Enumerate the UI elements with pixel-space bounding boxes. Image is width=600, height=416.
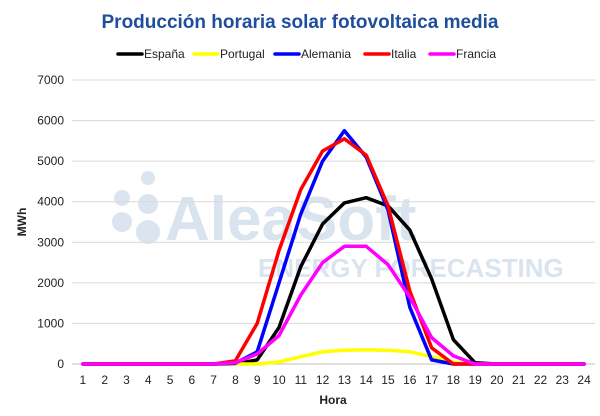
x-tick-label: 9: [254, 373, 261, 387]
x-tick-label: 20: [490, 373, 504, 387]
x-tick-label: 14: [360, 373, 374, 387]
x-tick-label: 15: [381, 373, 395, 387]
x-tick-label: 19: [468, 373, 482, 387]
y-tick-label: 6000: [37, 114, 64, 128]
x-tick-label: 24: [577, 373, 591, 387]
x-axis-ticks: 1 2 3 4 5 6 7 8 9 10 11 12 13 14 15 16 17 18 19 20 21 22 23 24: [80, 373, 592, 387]
legend-label: Alemania: [301, 47, 351, 61]
y-tick-label: 4000: [37, 195, 64, 209]
series-lines: [81, 128, 586, 366]
legend-label: España: [144, 47, 185, 61]
series-line-portugal: [81, 348, 586, 366]
x-tick-label: 18: [447, 373, 461, 387]
legend-label: Portugal: [220, 47, 265, 61]
y-axis-label: MWh: [15, 208, 29, 237]
x-tick-label: 8: [232, 373, 239, 387]
y-tick-label: 0: [57, 357, 64, 371]
y-tick-label: 3000: [37, 235, 64, 249]
x-tick-label: 23: [556, 373, 570, 387]
x-tick-label: 10: [272, 373, 286, 387]
x-tick-label: 2: [101, 373, 108, 387]
y-tick-label: 7000: [37, 73, 64, 87]
x-tick-label: 3: [123, 373, 130, 387]
x-tick-label: 5: [167, 373, 174, 387]
watermark-tagline: ENERGY FORECASTING: [258, 253, 564, 283]
watermark-dot: [138, 194, 158, 214]
y-axis-ticks: 0 1000 2000 3000 4000 5000 6000 7000: [37, 73, 64, 371]
chart-title: Producción horaria solar fotovoltaica me…: [102, 12, 499, 33]
watermark-dot: [114, 190, 130, 206]
y-tick-label: 2000: [37, 276, 64, 290]
y-tick-label: 1000: [37, 316, 64, 330]
series-line-francia: [81, 244, 586, 366]
x-tick-label: 1: [80, 373, 87, 387]
legend-label: Italia: [391, 47, 417, 61]
x-tick-label: 21: [512, 373, 526, 387]
legend-label: Francia: [456, 47, 496, 61]
x-tick-label: 12: [316, 373, 330, 387]
x-tick-label: 17: [425, 373, 439, 387]
watermark-dot: [112, 212, 132, 232]
gridlines: [72, 79, 595, 324]
x-axis-label: Hora: [319, 393, 347, 407]
x-tick-label: 11: [295, 373, 308, 387]
watermark: AleaSoft ENERGY FORECASTING: [112, 171, 564, 283]
watermark-dot: [136, 220, 160, 244]
x-tick-label: 4: [145, 373, 152, 387]
x-tick-label: 13: [338, 373, 352, 387]
x-tick-label: 6: [189, 373, 196, 387]
x-tick-label: 22: [534, 373, 548, 387]
watermark-dot: [141, 171, 155, 185]
x-tick-label: 16: [403, 373, 417, 387]
y-tick-label: 5000: [37, 154, 64, 168]
x-tick-label: 7: [210, 373, 217, 387]
legend: España Portugal Alemania Italia Francia: [116, 47, 496, 61]
